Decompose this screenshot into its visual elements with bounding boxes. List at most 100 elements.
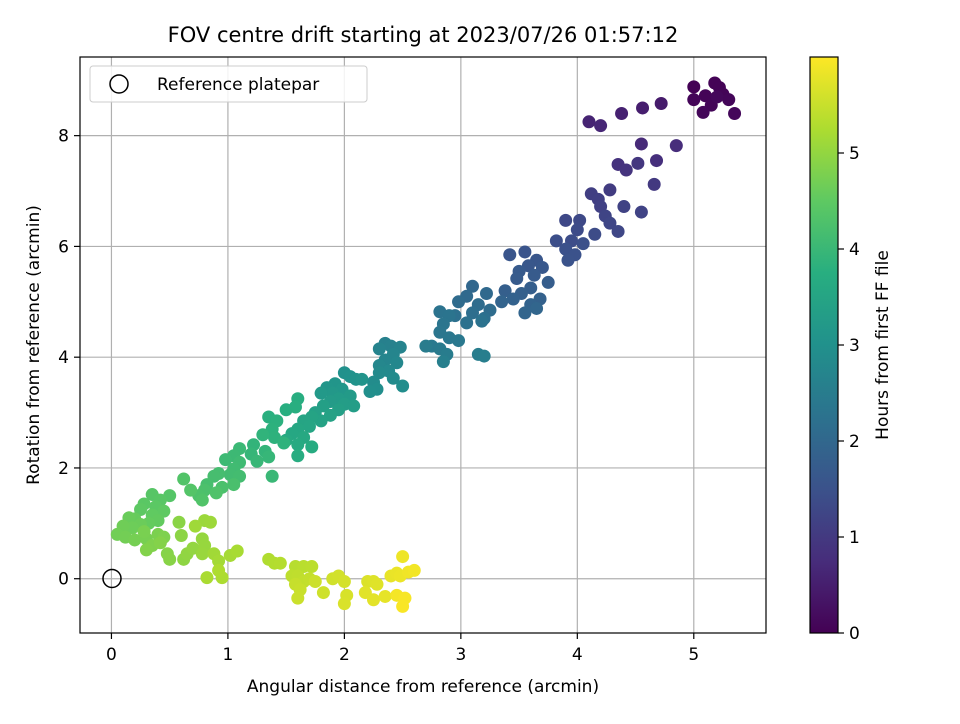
data-point	[153, 536, 167, 550]
data-point	[174, 529, 188, 543]
data-point	[570, 223, 584, 237]
colorbar-tick-label: 2	[849, 432, 860, 452]
data-point	[157, 504, 171, 518]
data-point	[386, 371, 400, 385]
data-point	[128, 533, 142, 547]
data-point	[219, 453, 233, 467]
data-point	[230, 544, 244, 558]
data-point	[367, 593, 381, 607]
data-point	[177, 472, 191, 486]
data-point	[559, 213, 573, 227]
y-axis-label: Rotation from reference (arcmin)	[24, 205, 44, 485]
y-tick-label: 4	[58, 348, 69, 368]
data-point	[139, 543, 153, 557]
colorbar-tick-label: 1	[849, 528, 860, 548]
data-point	[407, 563, 421, 577]
data-point	[465, 279, 479, 293]
data-point	[256, 428, 270, 442]
data-point	[203, 515, 217, 529]
colorbar-tick-label: 3	[849, 336, 860, 356]
data-point	[134, 502, 148, 516]
data-point	[396, 550, 410, 564]
data-point	[503, 248, 517, 262]
data-point	[687, 80, 701, 94]
data-point	[250, 454, 264, 468]
data-point	[722, 93, 736, 107]
data-point	[647, 177, 661, 191]
data-point	[728, 106, 742, 120]
y-tick-label: 6	[58, 237, 69, 257]
chart-title: FOV centre drift starting at 2023/07/26 …	[168, 23, 679, 47]
legend-box	[89, 65, 368, 103]
data-point	[527, 268, 541, 282]
data-point	[305, 440, 319, 454]
data-point	[603, 183, 617, 197]
data-point	[137, 525, 151, 539]
data-point	[372, 366, 386, 380]
data-point	[195, 547, 209, 561]
data-point	[654, 97, 668, 111]
colorbar-label: Hours from first FF file	[873, 250, 893, 440]
data-point	[184, 483, 198, 497]
data-point	[355, 372, 369, 386]
colorbar-tick-label: 5	[849, 144, 860, 164]
data-point	[518, 245, 532, 259]
data-point	[465, 306, 479, 320]
data-point	[227, 478, 241, 492]
data-point	[518, 306, 532, 320]
data-point	[452, 334, 466, 348]
plot-frame	[79, 56, 767, 634]
colorbar: 0 1 2 3 4 5 Hours from first FF file	[809, 56, 893, 644]
data-point	[615, 106, 629, 120]
data-point	[541, 275, 555, 289]
colorbar-tick-label: 0	[849, 624, 860, 644]
colorbar-tick-label: 4	[849, 240, 860, 260]
data-point	[710, 90, 724, 104]
data-point	[273, 556, 287, 570]
data-point	[619, 163, 633, 177]
x-tick-label: 0	[106, 645, 117, 665]
data-point	[291, 438, 305, 452]
data-point	[611, 224, 625, 238]
data-point	[687, 93, 701, 107]
data-point	[561, 253, 575, 267]
data-point	[530, 301, 544, 315]
data-point	[636, 101, 650, 115]
data-point	[582, 115, 596, 129]
data-point	[650, 154, 664, 168]
data-point	[603, 216, 617, 230]
data-point	[337, 597, 351, 611]
data-point	[363, 385, 377, 399]
reference-marker	[102, 568, 122, 589]
scatter-points	[110, 76, 742, 613]
data-point	[510, 272, 524, 286]
legend: Reference platepar	[89, 65, 368, 103]
data-point	[669, 139, 683, 153]
colorbar-ticks: 0 1 2 3 4 5	[838, 144, 860, 644]
data-point	[477, 349, 491, 363]
data-point	[172, 515, 186, 529]
y-tick-label: 0	[58, 570, 69, 590]
y-tick-label: 8	[58, 127, 69, 147]
legend-reference-label: Reference platepar	[157, 75, 319, 95]
data-point	[396, 379, 410, 393]
x-tick-label: 3	[455, 645, 466, 665]
data-point	[495, 295, 509, 309]
data-point	[436, 355, 450, 369]
data-point	[698, 89, 712, 103]
data-point	[696, 105, 710, 119]
data-point	[378, 589, 392, 603]
data-point	[314, 386, 328, 400]
data-point	[291, 591, 305, 605]
data-point	[195, 493, 209, 507]
data-point	[535, 260, 549, 274]
data-point	[200, 571, 214, 585]
x-tick-label: 1	[223, 645, 234, 665]
data-point	[302, 419, 316, 433]
data-point	[588, 227, 602, 241]
axis-ticks: 0 1 2 3 4 5 0 2 4 6 8	[58, 127, 699, 665]
data-point	[419, 339, 433, 353]
data-point	[479, 286, 493, 300]
data-point	[288, 400, 302, 414]
data-point	[506, 292, 520, 306]
